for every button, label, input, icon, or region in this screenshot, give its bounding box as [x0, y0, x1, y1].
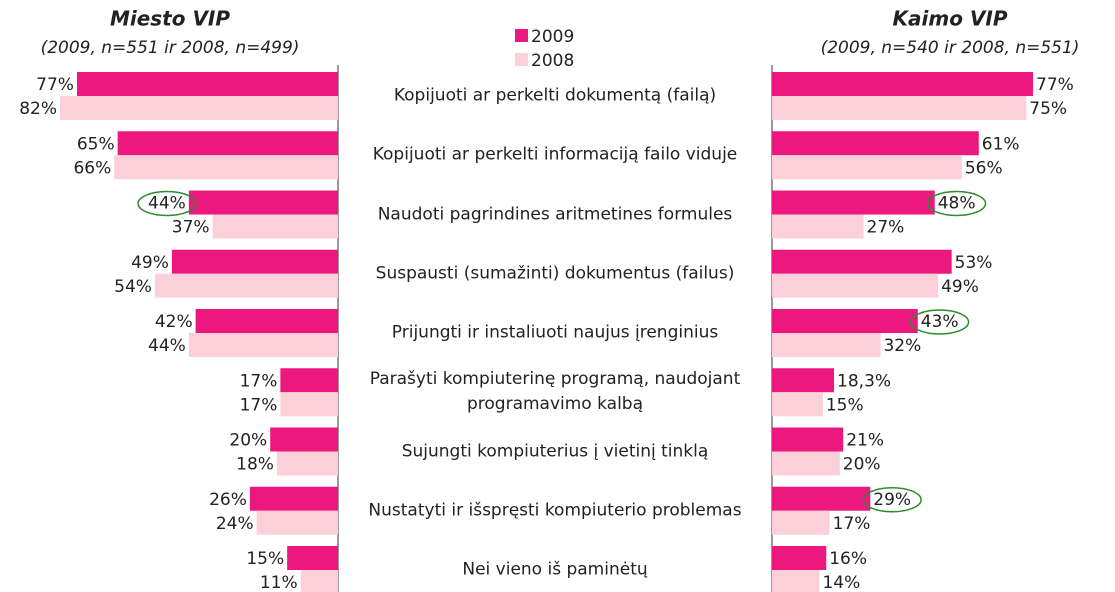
- bar: [188, 190, 338, 215]
- bar: [195, 309, 338, 333]
- category-label: Parašyti kompiuterinę programą, naudojan…: [369, 369, 741, 415]
- bar: [772, 392, 823, 417]
- value-label: 14%: [822, 573, 860, 592]
- legend-label: 2009: [531, 27, 574, 47]
- value-label: 48%: [938, 194, 976, 214]
- bar: [300, 570, 338, 592]
- bar: [270, 427, 338, 452]
- bar: [772, 368, 835, 393]
- bar: [256, 510, 338, 535]
- category-label: Naudoti pagrindines aritmetines formules: [377, 204, 733, 224]
- value-label: 49%: [941, 277, 979, 297]
- bar: [154, 273, 338, 298]
- category-label: Sujungti kompiuterius į vietinį tinklą: [401, 441, 709, 461]
- value-label: 42%: [155, 312, 193, 332]
- bar: [60, 96, 339, 120]
- value-label: 29%: [873, 490, 911, 510]
- bar: [280, 392, 338, 417]
- value-label: 15%: [246, 549, 284, 569]
- category-label: Nei vieno iš paminėtų: [462, 559, 648, 580]
- highlight-circle: [926, 190, 987, 217]
- bar: [772, 214, 864, 239]
- value-label: 61%: [982, 134, 1020, 154]
- bar: [114, 155, 338, 180]
- bar: [772, 570, 820, 592]
- bar: [772, 333, 881, 357]
- value-label: 49%: [131, 253, 169, 273]
- value-label: 16%: [829, 549, 867, 569]
- category-label: Kopijuoti ar perkelti dokumentą (failą): [393, 85, 717, 106]
- highlight-circle: [137, 190, 197, 217]
- value-label: 77%: [1036, 75, 1074, 95]
- value-label: 44%: [148, 336, 186, 356]
- value-label: 82%: [19, 99, 57, 119]
- bar: [212, 214, 338, 239]
- value-label: 26%: [209, 490, 247, 510]
- bar: [772, 131, 979, 156]
- value-label: 54%: [114, 277, 152, 297]
- category-label: Prijungti ir instaliuoti naujus įrengini…: [391, 322, 719, 343]
- value-label: 18%: [236, 455, 274, 475]
- bar: [117, 131, 339, 156]
- bar: [772, 427, 844, 452]
- category-label: Kopijuoti ar perkelti informaciją failo …: [372, 144, 738, 165]
- value-label: 27%: [867, 218, 905, 238]
- bar: [76, 72, 338, 96]
- value-label: 44%: [148, 194, 186, 214]
- highlight-circle: [862, 487, 922, 513]
- panel-subtitle: (2009, n=540 ir 2008, n=551): [821, 38, 1080, 58]
- panel-title: Miesto VIP: [110, 7, 230, 31]
- value-label: 66%: [73, 158, 111, 178]
- value-label: 11%: [260, 573, 298, 592]
- value-label: 32%: [883, 336, 921, 356]
- value-label: 17%: [240, 371, 278, 391]
- bar: [772, 72, 1034, 96]
- bar: [772, 96, 1027, 120]
- value-label: 75%: [1029, 99, 1067, 119]
- value-label: 24%: [216, 514, 254, 534]
- bar: [276, 451, 338, 476]
- value-label: 20%: [843, 455, 881, 475]
- legend-swatch: [515, 29, 528, 42]
- bar: [772, 546, 827, 570]
- bar: [249, 486, 338, 511]
- value-label: 20%: [229, 431, 267, 451]
- value-label: 15%: [826, 395, 864, 415]
- bar: [772, 486, 871, 511]
- panel-title: Kaimo VIP: [893, 7, 1008, 31]
- bar: [280, 368, 338, 393]
- value-label: 43%: [921, 312, 959, 332]
- legend-label: 2008: [531, 51, 574, 71]
- highlight-circle: [910, 309, 970, 335]
- bar: [772, 510, 830, 535]
- value-label: 53%: [955, 253, 993, 273]
- legend-swatch: [515, 53, 528, 66]
- bar: [772, 273, 939, 298]
- value-label: 17%: [833, 514, 871, 534]
- bar: [287, 546, 338, 570]
- value-label: 21%: [846, 431, 884, 451]
- value-label: 65%: [77, 134, 115, 154]
- bar: [772, 190, 935, 215]
- value-label: 77%: [36, 75, 74, 95]
- panel-subtitle: (2009, n=551 ir 2008, n=499): [41, 38, 300, 58]
- value-label: 56%: [965, 158, 1003, 178]
- bar: [772, 309, 918, 333]
- bar: [772, 249, 952, 274]
- category-label: Nustatyti ir išspręsti kompiuterio probl…: [368, 500, 742, 521]
- value-label: 17%: [240, 395, 278, 415]
- value-label: 18,3%: [837, 371, 891, 391]
- bar: [772, 451, 840, 476]
- bar: [188, 333, 338, 357]
- bar: [772, 155, 962, 180]
- value-label: 37%: [172, 218, 210, 238]
- category-label: Suspausti (sumažinti) dokumentus (failus…: [375, 263, 735, 284]
- bar: [171, 249, 338, 274]
